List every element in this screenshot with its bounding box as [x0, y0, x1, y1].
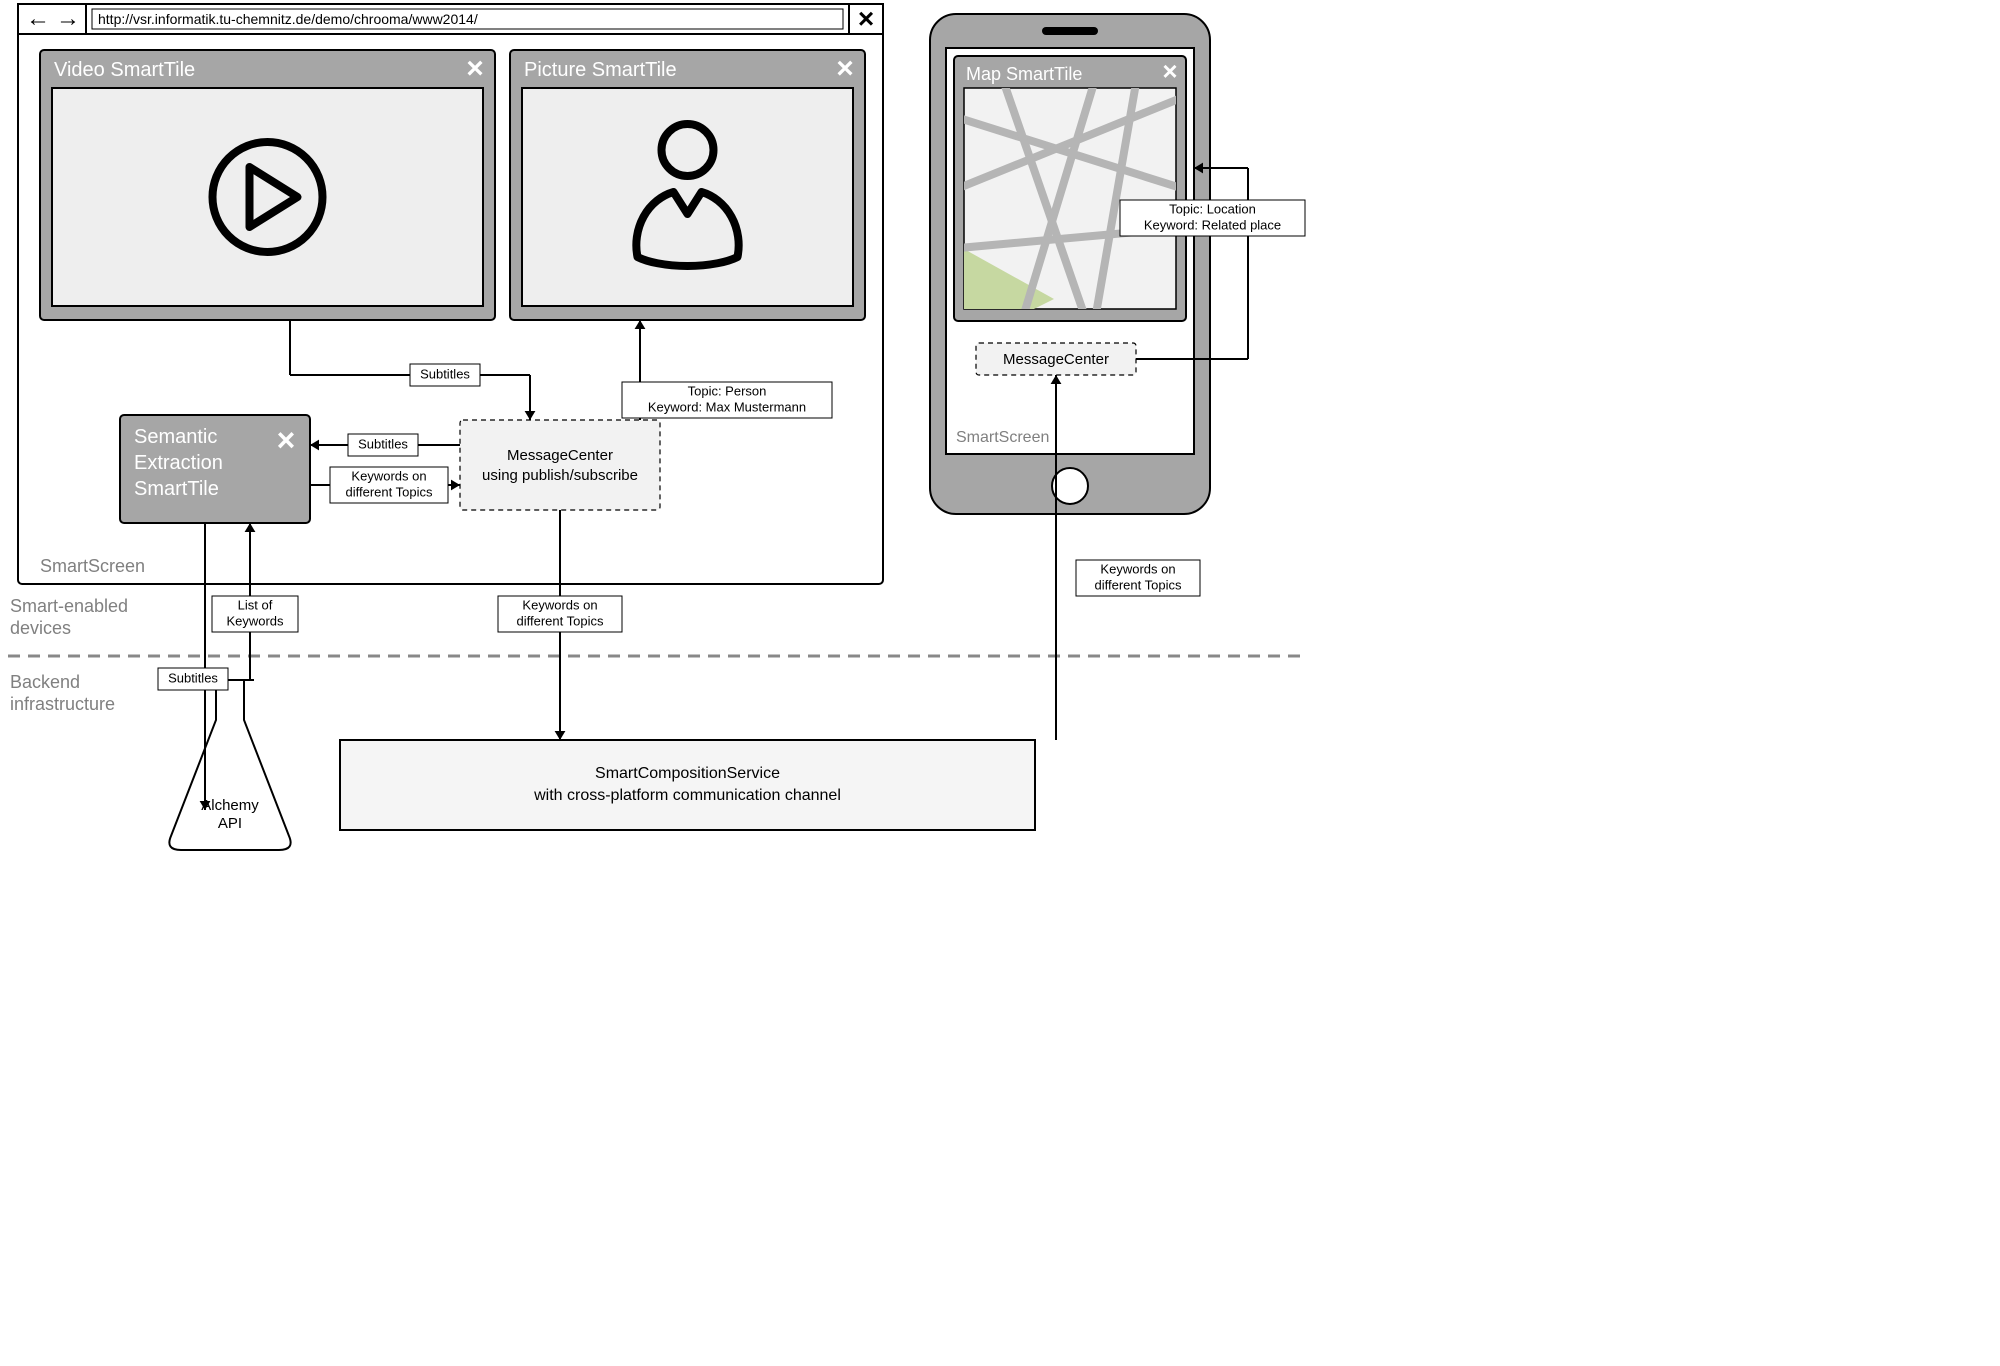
edge-label-text: Keywords on	[522, 597, 597, 612]
section-label-devices: Smart-enabled	[10, 596, 128, 616]
section-label-devices: devices	[10, 618, 71, 638]
message-center-title: MessageCenter	[507, 447, 613, 464]
edge-label-text: Keywords on	[1100, 561, 1175, 576]
semantic-tile-close-icon[interactable]: ×	[277, 422, 296, 458]
edge-label-text: Keywords	[226, 614, 284, 629]
edge-label-text: Subtitles	[420, 366, 470, 381]
edge-label-text: different Topics	[346, 485, 433, 500]
semantic-tile-title-3: SmartTile	[134, 478, 219, 500]
service-title: SmartCompositionService	[595, 765, 780, 782]
smart-composition-service: SmartCompositionService with cross-platfo…	[340, 740, 1035, 830]
forward-icon[interactable]: →	[56, 5, 80, 32]
edge-label-subtitles: Subtitles	[410, 364, 480, 386]
video-tile-title: Video SmartTile	[54, 59, 195, 81]
edge-label-text: different Topics	[517, 614, 604, 629]
edge-label-text: List of	[238, 597, 273, 612]
picture-tile-close-icon[interactable]: ×	[836, 52, 854, 85]
alchemy-label-1: Alchemy	[201, 797, 259, 814]
message-center: MessageCenter using publish/subscribe	[460, 420, 660, 510]
edge-label-text: Topic: Person	[688, 383, 767, 398]
edge-label-text: Keywords on	[351, 468, 426, 483]
edge-label-subtitles-3: Subtitles	[158, 668, 228, 690]
message-center-subtitle: using publish/subscribe	[482, 467, 638, 484]
edge-label-keywords-topics: Keywords on different Topics	[330, 467, 448, 503]
edge-label-subtitles-2: Subtitles	[348, 434, 418, 456]
mobile-message-center-label: MessageCenter	[1003, 351, 1109, 368]
edge-label-topic-location: Topic: Location Keyword: Related place	[1120, 200, 1305, 236]
edge-label-text: Keyword: Related place	[1144, 218, 1281, 233]
semantic-tile-title-1: Semantic	[134, 426, 217, 448]
browser-close-icon[interactable]: ×	[858, 3, 874, 34]
semantic-tile-title-2: Extraction	[134, 452, 223, 474]
service-subtitle: with cross-platform communication channe…	[533, 787, 841, 804]
url-text: http://vsr.informatik.tu-chemnitz.de/dem…	[98, 11, 478, 27]
edge-label-keywords-topics-3: Keywords on different Topics	[1076, 560, 1200, 596]
edge-label-text: Subtitles	[168, 670, 218, 685]
video-smarttile: Video SmartTile ×	[40, 50, 495, 320]
edge-label-topic-person: Topic: Person Keyword: Max Mustermann	[622, 382, 832, 418]
alchemy-label-2: API	[218, 815, 242, 832]
section-label-backend: Backend	[10, 672, 80, 692]
section-label-backend: infrastructure	[10, 694, 115, 714]
semantic-smarttile: Semantic Extraction SmartTile ×	[120, 415, 310, 523]
picture-tile-title: Picture SmartTile	[524, 59, 677, 81]
edge-label-text: Keyword: Max Mustermann	[648, 400, 806, 415]
edge-label-keywords-topics-2: Keywords on different Topics	[498, 596, 622, 632]
mobile-message-center: MessageCenter	[976, 343, 1136, 375]
map-tile-close-icon[interactable]: ×	[1162, 56, 1177, 86]
picture-smarttile: Picture SmartTile ×	[510, 50, 865, 320]
map-tile-title: Map SmartTile	[966, 64, 1082, 84]
video-tile-close-icon[interactable]: ×	[466, 52, 484, 85]
back-icon[interactable]: ←	[26, 5, 50, 32]
alchemy-api: AlchemyAPI	[169, 680, 290, 850]
map-smarttile: Map SmartTile ×	[954, 56, 1186, 321]
home-button[interactable]	[1052, 468, 1088, 504]
edge-label-list-keywords: List of Keywords	[212, 596, 298, 632]
edge-label-text: Topic: Location	[1169, 201, 1256, 216]
mobile-smartscreen-label: SmartScreen	[956, 429, 1049, 446]
edge-label-text: Subtitles	[358, 436, 408, 451]
edge-label-text: different Topics	[1095, 578, 1182, 593]
smartscreen-label: SmartScreen	[40, 556, 145, 576]
